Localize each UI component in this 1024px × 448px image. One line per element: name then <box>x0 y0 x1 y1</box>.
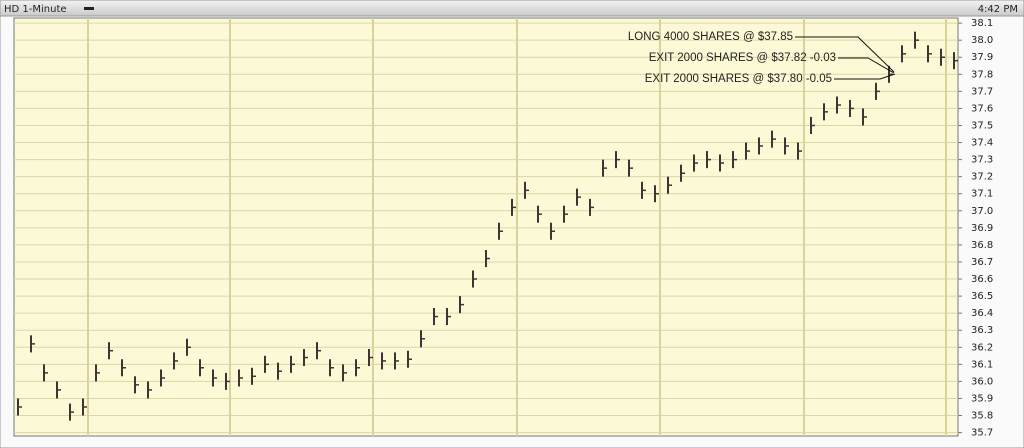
y-tick-label: 35.9 <box>971 393 993 404</box>
y-tick-label: 37.5 <box>971 120 993 131</box>
y-tick-label: 36.5 <box>971 291 993 302</box>
y-tick-label: 37.4 <box>971 138 993 149</box>
y-tick-label: 38.1 <box>971 18 993 29</box>
y-tick-label: 37.8 <box>971 69 993 80</box>
menu-icon[interactable] <box>84 7 94 10</box>
y-tick-label: 36.4 <box>971 308 993 319</box>
annotation: EXIT 2000 SHARES @ $37.82 -0.03 <box>649 52 836 64</box>
y-tick-label: 35.7 <box>971 428 993 439</box>
y-tick-label: 37.9 <box>971 52 993 63</box>
y-tick-label: 36.0 <box>971 376 993 387</box>
y-tick-label: 36.2 <box>971 342 993 353</box>
plot-area <box>13 17 959 437</box>
y-tick-label: 37.2 <box>971 172 993 183</box>
y-tick-label: 37.6 <box>971 103 993 114</box>
leader-lines <box>795 36 896 80</box>
y-tick-label: 35.8 <box>971 411 993 422</box>
y-tick-label: 36.6 <box>971 274 993 285</box>
y-tick-label: 37.0 <box>971 206 993 217</box>
annotation: LONG 4000 SHARES @ $37.85 <box>628 31 793 43</box>
y-tick-label: 36.8 <box>971 240 993 251</box>
y-tick-label: 36.9 <box>971 223 993 234</box>
y-tick-label: 36.1 <box>971 359 993 370</box>
y-tick-label: 36.7 <box>971 257 993 268</box>
header-bar <box>0 0 1024 17</box>
time-label: 4:42 PM <box>978 4 1018 15</box>
time-grid <box>87 18 947 436</box>
chart-title: HD 1-Minute <box>4 4 67 15</box>
y-tick-label: 37.1 <box>971 189 993 200</box>
y-tick-label: 37.3 <box>971 155 993 166</box>
y-tick-label: 38.0 <box>971 35 993 46</box>
annotation: EXIT 2000 SHARES @ $37.80 -0.05 <box>645 73 832 85</box>
y-tick-label: 37.7 <box>971 86 993 97</box>
y-tick-label: 36.3 <box>971 325 993 336</box>
